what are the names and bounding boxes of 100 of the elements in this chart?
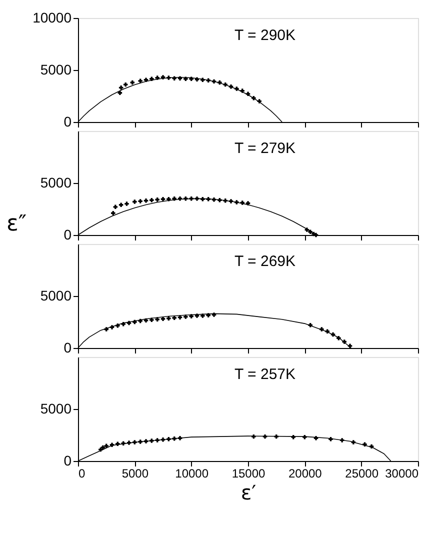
x-tick-label: 0 — [78, 466, 86, 480]
y-tick-label: 0 — [64, 226, 72, 242]
point — [302, 434, 307, 440]
point — [320, 327, 324, 332]
point — [150, 76, 154, 81]
x-tick-label: 5000 — [122, 466, 149, 480]
point — [100, 445, 106, 450]
point — [150, 318, 154, 322]
point — [184, 76, 188, 81]
point — [304, 228, 310, 232]
point — [178, 76, 182, 80]
point — [223, 82, 228, 87]
y-tick-label: 5000 — [40, 174, 72, 190]
x-tick-label: 25000 — [345, 466, 379, 480]
annotation: T = 257K — [234, 366, 296, 383]
point — [104, 444, 108, 448]
y-tick-label: 10000 — [32, 10, 72, 26]
point — [166, 437, 171, 442]
point — [362, 442, 367, 446]
point — [160, 75, 166, 80]
point — [160, 438, 166, 442]
point — [150, 198, 154, 202]
point — [172, 436, 176, 441]
point — [212, 198, 216, 202]
point — [252, 96, 256, 100]
point — [178, 315, 182, 320]
point — [110, 325, 114, 330]
point — [308, 323, 312, 328]
point — [144, 439, 148, 444]
point — [206, 313, 210, 318]
y-tick-label: 0 — [64, 114, 72, 130]
point — [328, 437, 333, 442]
point — [118, 86, 124, 90]
point — [118, 202, 124, 207]
point — [194, 77, 200, 82]
point — [234, 200, 239, 204]
point — [144, 318, 148, 323]
point — [246, 92, 250, 96]
point — [178, 196, 182, 201]
point — [308, 230, 312, 234]
point — [166, 316, 171, 320]
x-tick-label: 10000 — [175, 466, 209, 480]
y-tick-label: 5000 — [40, 400, 72, 416]
point — [200, 314, 205, 318]
point — [262, 434, 268, 439]
point — [223, 198, 228, 203]
point — [194, 196, 200, 201]
point — [121, 441, 126, 446]
point — [178, 436, 182, 440]
point — [138, 199, 142, 204]
point — [138, 440, 142, 444]
point — [189, 314, 194, 318]
point — [212, 312, 216, 317]
x-axis-title: ε′ — [240, 480, 257, 504]
point — [126, 440, 132, 445]
point — [218, 198, 222, 202]
point — [144, 198, 148, 203]
point — [104, 327, 108, 332]
point — [130, 80, 135, 85]
point — [240, 88, 244, 93]
point — [121, 322, 126, 326]
point — [172, 76, 176, 80]
y-tick-label: 5000 — [40, 62, 72, 78]
point — [336, 336, 341, 340]
point — [138, 78, 142, 84]
y-tick-label: 5000 — [40, 288, 72, 304]
y-axis-title: ε″ — [6, 212, 27, 236]
point — [123, 82, 128, 87]
point — [113, 204, 118, 210]
point — [110, 442, 114, 447]
point — [189, 196, 194, 201]
annotation: T = 279K — [234, 140, 296, 157]
point — [228, 199, 234, 204]
point — [218, 80, 222, 85]
point — [116, 324, 120, 328]
annotation: T = 290K — [234, 27, 296, 44]
point — [240, 200, 244, 205]
point — [155, 198, 160, 202]
point — [111, 211, 116, 216]
point — [194, 314, 200, 318]
point — [348, 344, 352, 348]
point — [330, 332, 336, 337]
x-tick-label: 20000 — [288, 466, 322, 480]
point — [200, 197, 205, 202]
point — [189, 76, 194, 81]
point — [351, 440, 356, 444]
point — [116, 442, 120, 446]
point — [126, 320, 132, 326]
annotation: T = 269K — [234, 253, 296, 270]
x-tick-label: 15000 — [232, 466, 266, 480]
point — [206, 197, 210, 202]
point — [200, 78, 205, 82]
point — [228, 84, 234, 89]
point — [118, 90, 122, 95]
point — [184, 314, 188, 319]
point — [314, 436, 318, 440]
point — [369, 444, 374, 449]
point — [98, 447, 103, 452]
point — [132, 320, 137, 324]
point — [124, 202, 129, 206]
